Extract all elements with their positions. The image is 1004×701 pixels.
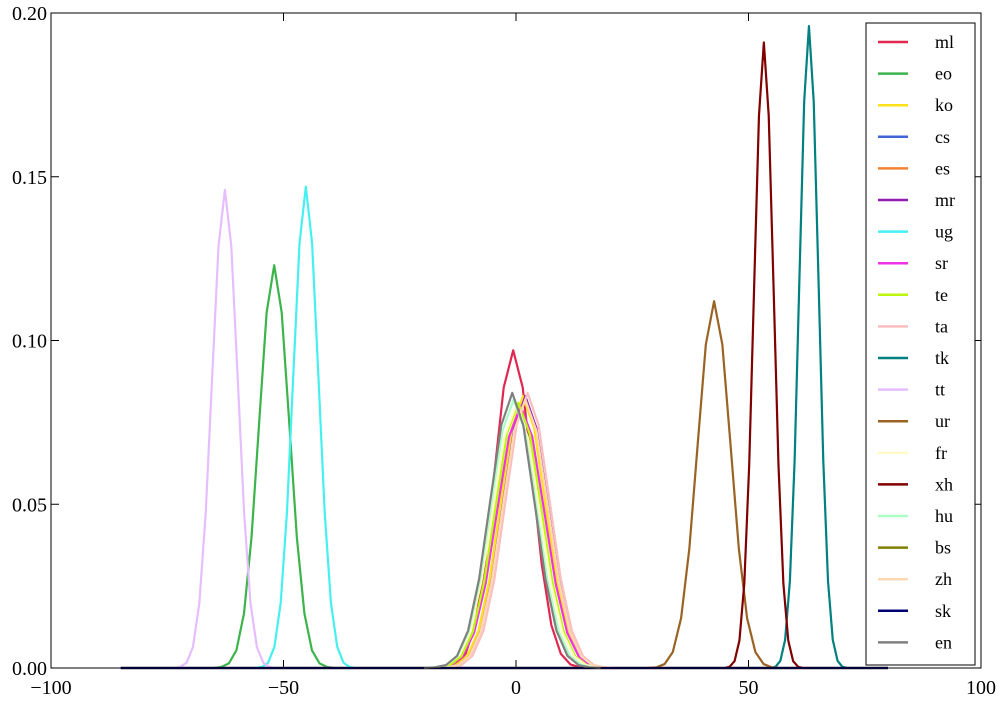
y-tick-label: 0.00 <box>12 658 47 680</box>
legend-box <box>865 22 976 666</box>
legend-label: tt <box>935 380 945 400</box>
data-line <box>427 404 614 670</box>
legend-label: xh <box>935 474 953 494</box>
legend-label: sr <box>935 253 948 273</box>
legend-label: sk <box>935 601 951 621</box>
legend-label: hu <box>935 506 953 526</box>
legend-label: bs <box>935 538 951 558</box>
data-line <box>213 264 335 670</box>
data-line <box>427 401 610 670</box>
x-tick-label: −100 <box>30 677 71 696</box>
legend-label: ml <box>935 32 954 52</box>
data-line <box>423 391 601 670</box>
y-tick-label: 0.05 <box>12 494 47 516</box>
x-tick-label: 0 <box>511 677 521 696</box>
legend-label: fr <box>935 443 947 463</box>
legend-label: ug <box>935 222 953 242</box>
data-line <box>173 188 277 670</box>
data-line <box>724 41 804 670</box>
legend-label: te <box>935 285 948 305</box>
data-line <box>433 395 613 670</box>
y-tick-label: 0.15 <box>12 167 47 189</box>
data-line <box>647 300 781 670</box>
legend-label: ko <box>935 95 953 115</box>
legend-label: en <box>935 632 952 652</box>
x-tick-label: 100 <box>966 677 996 696</box>
legend-label: ur <box>935 411 950 431</box>
plot-frame <box>50 12 982 669</box>
legend-label: zh <box>935 569 952 589</box>
legend-label: eo <box>935 64 952 84</box>
x-tick-label: 50 <box>739 677 759 696</box>
data-line <box>435 398 615 670</box>
data-line <box>439 391 617 670</box>
y-tick-label: 0.10 <box>12 331 47 353</box>
data-line <box>770 25 848 670</box>
x-tick-label: −50 <box>268 677 299 696</box>
y-tick-label: 0.20 <box>12 3 47 25</box>
legend-label: es <box>935 158 950 178</box>
data-line <box>255 185 357 670</box>
legend-label: mr <box>935 190 955 210</box>
legend-label: ta <box>935 316 948 336</box>
legend-label: tk <box>935 348 949 368</box>
legend-label: cs <box>935 127 950 147</box>
data-line <box>422 404 610 670</box>
